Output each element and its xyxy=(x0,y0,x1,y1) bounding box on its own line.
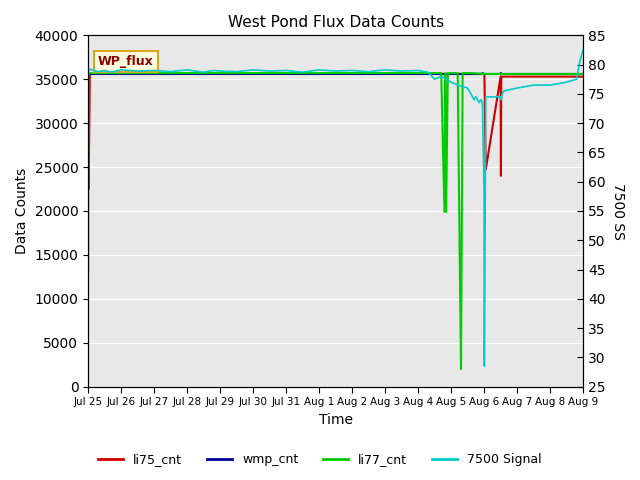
Title: West Pond Flux Data Counts: West Pond Flux Data Counts xyxy=(228,15,444,30)
Y-axis label: Data Counts: Data Counts xyxy=(15,168,29,254)
Text: WP_flux: WP_flux xyxy=(98,55,154,68)
Legend: li75_cnt, wmp_cnt, li77_cnt, 7500 Signal: li75_cnt, wmp_cnt, li77_cnt, 7500 Signal xyxy=(93,448,547,471)
Y-axis label: 7500 SS: 7500 SS xyxy=(611,182,625,240)
X-axis label: Time: Time xyxy=(319,413,353,427)
